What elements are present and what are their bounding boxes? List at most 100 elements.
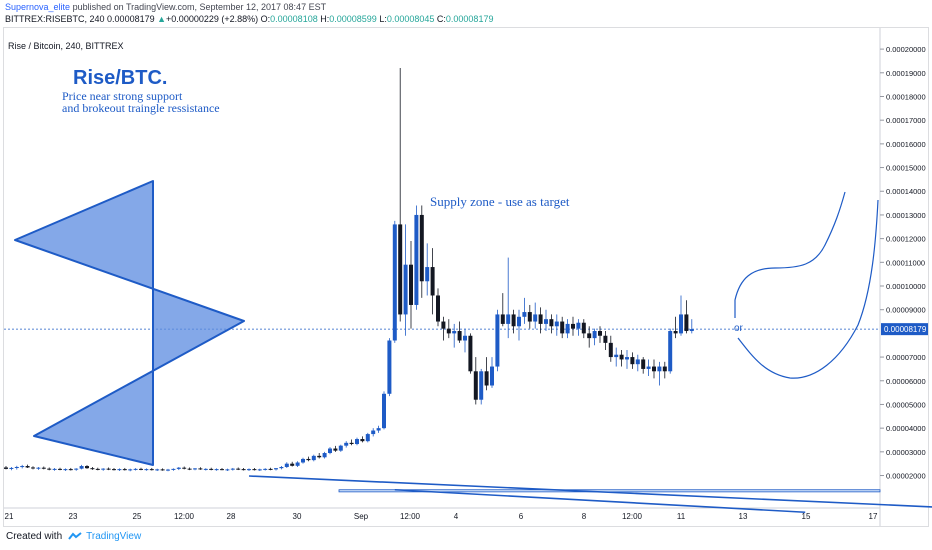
candle-down	[31, 467, 35, 469]
candle-up	[230, 468, 235, 470]
candle-up	[554, 321, 559, 327]
candle-down	[182, 467, 187, 469]
candle-up	[355, 439, 359, 445]
candle-down	[419, 214, 424, 282]
candle-down	[317, 455, 322, 458]
time-axis[interactable]: 21 23 25 12:00 28 30 Sep 12:00 4 6 8 12:00 11 13 15 17	[5, 512, 878, 521]
candle-up	[657, 366, 662, 372]
candle-up	[176, 467, 181, 469]
candle-up	[214, 469, 219, 471]
open-label: O:	[260, 14, 271, 24]
candle-up	[365, 434, 370, 442]
candle-up	[225, 469, 230, 471]
candle-down	[549, 319, 554, 327]
price-tick-label: 0.00007000	[886, 353, 926, 362]
descending-resistance-line	[394, 488, 806, 514]
time-tick-label: 11	[677, 512, 686, 521]
chart-frame	[3, 27, 929, 527]
price-tick-label: 0.00020000	[886, 45, 926, 54]
price-tick-label: 0.00015000	[886, 164, 926, 173]
candle-down	[684, 314, 689, 332]
high-label: H:	[320, 14, 330, 24]
candle-down	[268, 468, 273, 470]
candle-down	[652, 366, 656, 372]
candle-down	[398, 224, 403, 315]
candle-down	[409, 264, 413, 305]
candle-down	[603, 335, 608, 343]
price-axis[interactable]: 0.00020000 0.00019000 0.00018000 0.00017000…	[880, 45, 926, 481]
price-tick-label: 0.00003000	[886, 448, 926, 457]
time-tick-label: 12:00	[622, 512, 643, 521]
price-tick-label: 0.00017000	[886, 116, 926, 125]
candle-up	[646, 366, 651, 369]
candle-down	[436, 295, 440, 322]
candle-down	[112, 469, 116, 471]
candle-down	[473, 371, 478, 400]
time-tick-label: 17	[869, 512, 878, 521]
up-arrow-icon: ▲	[157, 14, 167, 24]
price-tick-label: 0.00002000	[886, 472, 926, 481]
ascending-support-line	[248, 475, 932, 508]
candle-down	[41, 467, 46, 469]
candle-up	[414, 214, 419, 305]
candle-up	[452, 331, 457, 334]
candle-up	[479, 371, 484, 400]
candle-down	[4, 467, 8, 469]
annotation-line-2: and brokeout traingle ressistance	[62, 101, 220, 115]
candle-down	[160, 469, 165, 471]
price-tick-label: 0.00014000	[886, 187, 926, 196]
created-with-text: Created with	[6, 531, 63, 542]
candle-up	[490, 366, 494, 386]
candle-down	[673, 331, 678, 334]
candle-up	[295, 462, 300, 466]
tradingview-link[interactable]: TradingView	[86, 531, 142, 542]
candle-up	[63, 469, 68, 471]
chart-title: Rise / Bitcoin, 240, BITTREX	[8, 41, 124, 51]
author-link[interactable]: Supernova_elite	[5, 2, 71, 12]
candle-down	[306, 458, 311, 461]
candle-down	[560, 321, 565, 334]
annotation-line-1: Price near strong support	[62, 89, 183, 103]
candle-down	[457, 331, 462, 341]
time-tick-label: 4	[454, 512, 459, 521]
candle-down	[571, 323, 575, 329]
candle-up	[20, 466, 25, 468]
symbol-text: BITTREX:RISEBTC, 240	[5, 14, 105, 24]
candle-up	[274, 468, 278, 470]
low-label: L:	[379, 14, 387, 24]
candle-down	[608, 342, 613, 358]
time-tick-label: 21	[5, 512, 14, 521]
high-value: 0.00008599	[329, 14, 377, 24]
candle-up	[133, 468, 138, 470]
candle-up	[328, 448, 332, 454]
candle-down	[149, 469, 154, 471]
candle-down	[468, 335, 473, 372]
candle-down	[90, 468, 95, 470]
or-label: or	[734, 323, 744, 334]
candles	[4, 68, 694, 472]
candle-down	[333, 448, 338, 451]
candle-up	[203, 468, 208, 470]
time-tick-label: 28	[227, 512, 236, 521]
candle-up	[495, 314, 500, 367]
candle-up	[101, 468, 106, 470]
candle-up	[517, 316, 521, 327]
time-tick-label: 25	[133, 512, 142, 521]
candle-up	[338, 445, 343, 451]
candle-down	[187, 468, 192, 470]
candle-down	[47, 468, 52, 470]
candle-up	[9, 467, 14, 469]
candle-up	[79, 466, 84, 469]
published-text: published on TradingView.com, September …	[72, 2, 327, 12]
candle-down	[209, 468, 214, 470]
footer: Created with TradingView	[6, 531, 141, 542]
price-tick-label: 0.00011000	[886, 258, 925, 267]
candle-up	[117, 469, 122, 471]
candle-down	[484, 371, 489, 386]
candle-up	[592, 331, 597, 339]
candle-up	[279, 466, 284, 469]
projection-curve-2	[737, 199, 879, 379]
publish-info: Supernova_elite published on TradingView…	[5, 2, 326, 13]
price-tick-label: 0.00004000	[886, 424, 926, 433]
